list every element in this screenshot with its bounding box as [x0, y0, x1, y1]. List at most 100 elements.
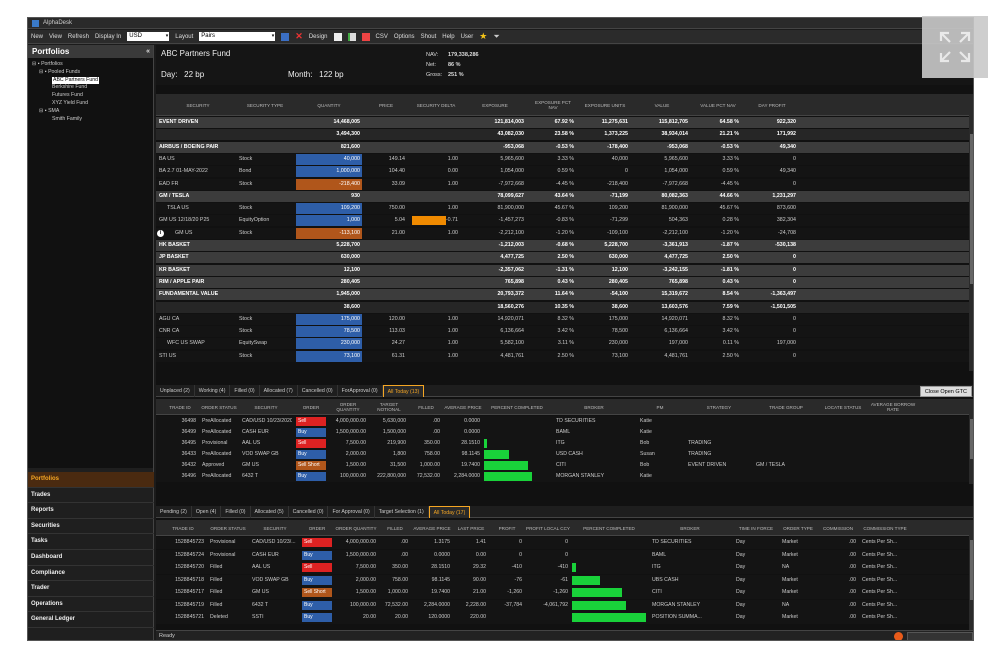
orders-tab[interactable]: Cancelled (0)	[298, 385, 338, 397]
order-row[interactable]: 36495 Provisional AAL US Sell 7,500.00 219,90…	[156, 438, 973, 449]
col-header[interactable]: DAY PROFIT	[758, 102, 786, 108]
position-row[interactable]: TSLA US Stock 109,200 750.00 1.00 81,900,000 4…	[156, 203, 973, 215]
menu-refresh[interactable]: Refresh	[67, 33, 89, 40]
col-header[interactable]: ORDER STATUS	[210, 525, 246, 531]
menu-new[interactable]: New	[31, 33, 44, 40]
position-row[interactable]: CNR CA Stock 78,500 113.03 1.00 6,136,664 3.42…	[156, 326, 973, 338]
col-header[interactable]: PROFIT LOCAL CCY	[526, 525, 570, 531]
delete-icon[interactable]: ✕	[295, 31, 303, 41]
trades-tab[interactable]: All Today (17)	[428, 506, 471, 518]
trades-tab[interactable]: Pending (2)	[156, 506, 192, 518]
col-header[interactable]: EXPOSURE	[482, 102, 508, 108]
currency-select[interactable]: USD	[127, 32, 170, 41]
position-row[interactable]: RIM / APPLE PAIR 280,405 765,898 0.43 % 280,…	[156, 276, 973, 288]
nav-trades[interactable]: Trades	[28, 488, 154, 504]
menu-help[interactable]: Help	[442, 33, 455, 40]
col-header[interactable]: EXPOSURE PCT NAV	[535, 100, 571, 110]
spreadsheet-icon[interactable]	[347, 32, 356, 41]
col-header[interactable]: COMMISSION	[822, 525, 854, 531]
position-row[interactable]: BA US Stock 40,000 149.14 1.00 5,965,600 3.33 …	[156, 153, 973, 165]
col-header[interactable]: VALUE	[654, 102, 670, 108]
col-header[interactable]: ORDER TYPE	[783, 525, 813, 531]
order-row[interactable]: 36432 Approved GM US Sell Short 1,500.00 31,5…	[156, 460, 973, 471]
nav-general-ledger[interactable]: General Ledger	[28, 612, 154, 628]
position-row[interactable]: EAD FR Stock -218,400 33.09 1.00 -7,972,668 -4…	[156, 178, 973, 190]
col-header[interactable]: LOCATE STATUS	[824, 404, 862, 410]
trades-tab[interactable]: Allocated (5)	[251, 506, 289, 518]
menu-options[interactable]: Options	[393, 33, 415, 40]
nav-securities[interactable]: Securities	[28, 519, 154, 535]
nav-tasks[interactable]: Tasks	[28, 534, 154, 550]
trade-row[interactable]: 1528845718 Filled VOD SWAP GB Buy 2,000.00 75…	[156, 574, 973, 587]
filter-icon[interactable]: ⏷	[493, 31, 500, 41]
order-row[interactable]: 36496 PreAllocated 6432 T Buy 100,000.00 222,…	[156, 471, 973, 482]
col-header[interactable]: ORDER STATUS	[201, 404, 237, 410]
order-row[interactable]: 36433 PreAllocated VOD SWAP GB Buy 2,000.00 1…	[156, 449, 973, 460]
nav-trader[interactable]: Trader	[28, 581, 154, 597]
position-row[interactable]: JP BASKET 630,000 4,477,725 2.50 % 630,000 4,…	[156, 252, 973, 264]
position-row[interactable]: BA 2.7 01-MAY-2022 Bond 1,000,000 104.40 0.0…	[156, 166, 973, 178]
col-header[interactable]: PROFIT	[498, 525, 516, 531]
tree-node-sma[interactable]: ⊟ ▪ SMA	[39, 107, 60, 114]
col-header[interactable]: PM	[656, 404, 664, 410]
position-row[interactable]: EVENT DRIVEN 14,468,005 121,814,003 67.92 %…	[156, 117, 973, 128]
menu-user[interactable]: User	[460, 33, 474, 40]
position-row[interactable]: 38,600 18,560,276 10.35 % 38,600 13,603,576 7…	[156, 301, 973, 313]
col-header[interactable]: ORDER	[302, 404, 320, 410]
tree-node-xyz-yield-fund[interactable]: XYZ Yield Fund	[52, 99, 89, 106]
position-row[interactable]: 3,494,300 43,082,030 23.58 % 1,373,225 38,93…	[156, 129, 973, 141]
col-header[interactable]: TRADE GROUP	[769, 404, 803, 410]
position-row[interactable]: FUNDAMENTAL VALUE 1,945,000 20,793,372 11.6…	[156, 289, 973, 301]
position-row[interactable]: KR BASKET 12,100 -2,357,062 -1.31 % 12,100 -3…	[156, 264, 973, 276]
orders-scrollbar[interactable]	[969, 399, 973, 484]
nav-reports[interactable]: Reports	[28, 503, 154, 519]
trades-scrollbar[interactable]	[969, 520, 973, 637]
col-header[interactable]: VALUE PCT NAV	[700, 102, 736, 108]
close-open-gtc-button[interactable]: Close Open GTC	[919, 386, 972, 397]
trade-row[interactable]: 1528845719 Filled 6432 T Buy 100,000.00 72,53…	[156, 599, 973, 612]
col-header[interactable]: AVERAGE PRICE	[444, 404, 482, 410]
orders-tab[interactable]: Unplaced (2)	[156, 385, 195, 397]
tree-node-portfolios[interactable]: ⊟ ▪ Portfolios	[32, 61, 63, 67]
order-row[interactable]: 36499 PreAllocated CASH EUR Buy 1,500,000.00…	[156, 427, 973, 438]
menu-view[interactable]: View	[49, 33, 62, 40]
col-header[interactable]: QUANTITY	[317, 102, 341, 108]
col-header[interactable]: TIME IN FORCE	[738, 525, 774, 531]
col-header[interactable]: LAST PRICE	[457, 525, 485, 531]
position-row[interactable]: AGU CA Stock 175,000 120.00 1.00 14,920,071 8.…	[156, 313, 973, 325]
order-row[interactable]: 36498 PreAllocated CAD/USD 10/23/2020 Sell 4…	[156, 416, 973, 427]
col-header[interactable]: PERCENT COMPLETED	[491, 404, 543, 410]
collapse-panel-icon[interactable]: «	[146, 48, 150, 55]
trade-row[interactable]: 1528845724 Provisional CASH EUR Buy 1,500,00…	[156, 549, 973, 562]
nav-operations[interactable]: Operations	[28, 597, 154, 613]
pdf-icon[interactable]	[361, 32, 370, 41]
document-icon[interactable]	[333, 32, 342, 41]
col-header[interactable]: STRATEGY	[706, 404, 732, 410]
orders-tab[interactable]: Filled (0)	[230, 385, 260, 397]
col-header[interactable]: PERCENT COMPLETED	[583, 525, 635, 531]
col-header[interactable]: FILLED	[418, 404, 434, 410]
nav-portfolios[interactable]: Portfolios	[28, 472, 154, 488]
col-header[interactable]: PRICE	[378, 102, 394, 108]
col-header[interactable]: AVERAGE BORROW RATE	[870, 402, 916, 412]
col-header[interactable]: TRADE ID	[172, 525, 194, 531]
col-header[interactable]: TRADE ID	[169, 404, 191, 410]
col-header[interactable]: SECURITY DELTA	[416, 102, 456, 108]
trade-row[interactable]: 1528845721 Deleted SSTI Buy 20.00 20.00 120.00…	[156, 612, 973, 624]
save-icon[interactable]	[281, 32, 290, 41]
trades-tab[interactable]: For Approval (0)	[328, 506, 375, 518]
fullscreen-button[interactable]	[922, 16, 988, 78]
trade-row[interactable]: 1528845720 Filled AAL US Sell 7,500.00 350.00…	[156, 562, 973, 574]
col-header[interactable]: BROKER	[584, 404, 604, 410]
menu-shout[interactable]: Shout	[420, 33, 437, 40]
orders-tab[interactable]: All Today (13)	[382, 385, 425, 397]
col-header[interactable]: SECURITY TYPE	[246, 102, 284, 108]
nav-dashboard[interactable]: Dashboard	[28, 550, 154, 566]
col-header[interactable]: AVERAGE PRICE	[413, 525, 451, 531]
trade-row[interactable]: 1528845717 Filled GM US Sell Short 1,500.00 1…	[156, 587, 973, 599]
tree-node-futures-fund[interactable]: Futures Fund	[52, 92, 83, 99]
orders-tab[interactable]: Allocated (7)	[260, 385, 298, 397]
menu-display-in[interactable]: Display In	[94, 33, 122, 40]
tree-node-abc-partners-fund[interactable]: ABC Partners Fund	[52, 76, 99, 85]
tree-node-pooled-funds[interactable]: ⊟ ▪ Pooled Funds	[39, 68, 81, 75]
